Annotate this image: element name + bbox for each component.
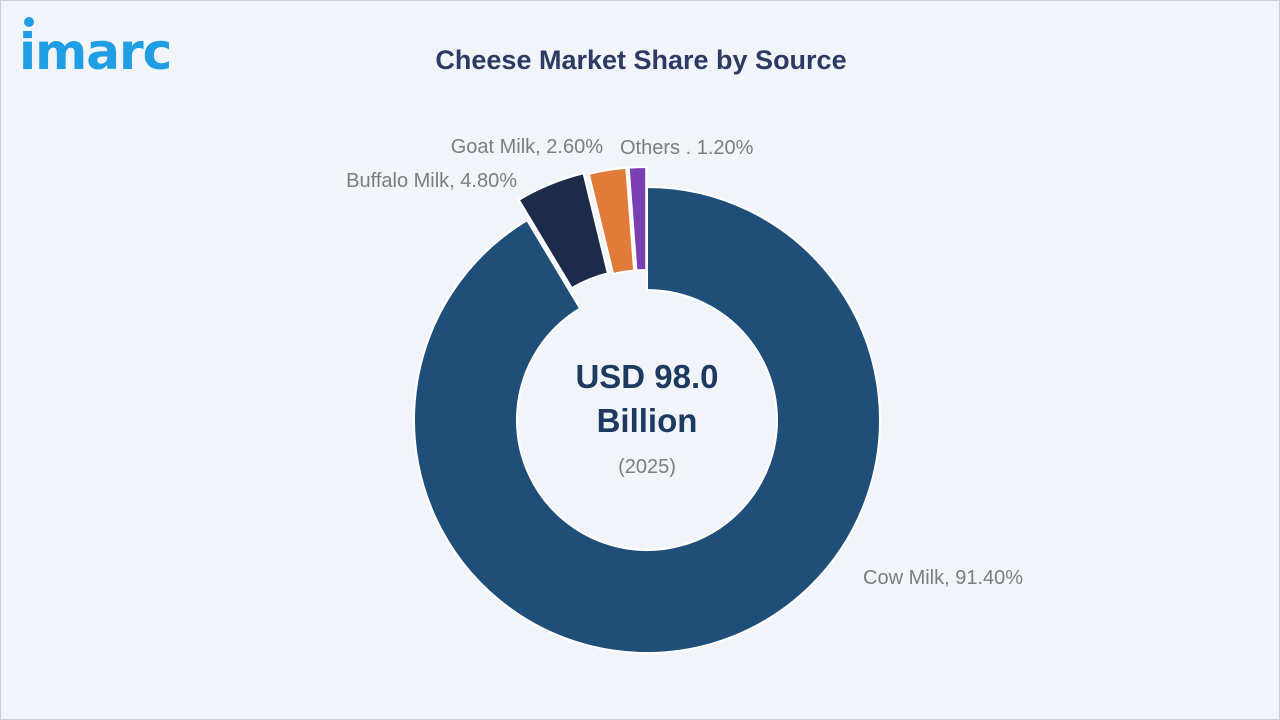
donut-slice-cow-milk	[413, 185, 881, 654]
center-value-line1: USD 98.0	[575, 358, 718, 395]
donut-slice-goat-milk	[587, 166, 636, 276]
center-year: (2025)	[618, 456, 676, 478]
chart-title: Cheese Market Share by Source	[435, 45, 847, 75]
donut-slice-buffalo-milk	[517, 172, 610, 290]
slice-labels: Cow Milk, 91.40% Buffalo Milk, 4.80% Goat …	[346, 136, 1023, 589]
donut-slice-others	[627, 166, 648, 272]
logo-dot	[24, 17, 34, 27]
donut-slices	[413, 166, 881, 654]
slice-label-buffalo-milk: Buffalo Milk, 4.80%	[346, 170, 517, 192]
slice-label-cow-milk: Cow Milk, 91.40%	[863, 567, 1023, 589]
slice-label-others: Others . 1.20%	[620, 137, 754, 159]
slice-label-goat-milk: Goat Milk, 2.60%	[451, 136, 604, 158]
imarc-logo: imarc	[19, 23, 172, 81]
center-value-line2: Billion	[597, 402, 698, 439]
